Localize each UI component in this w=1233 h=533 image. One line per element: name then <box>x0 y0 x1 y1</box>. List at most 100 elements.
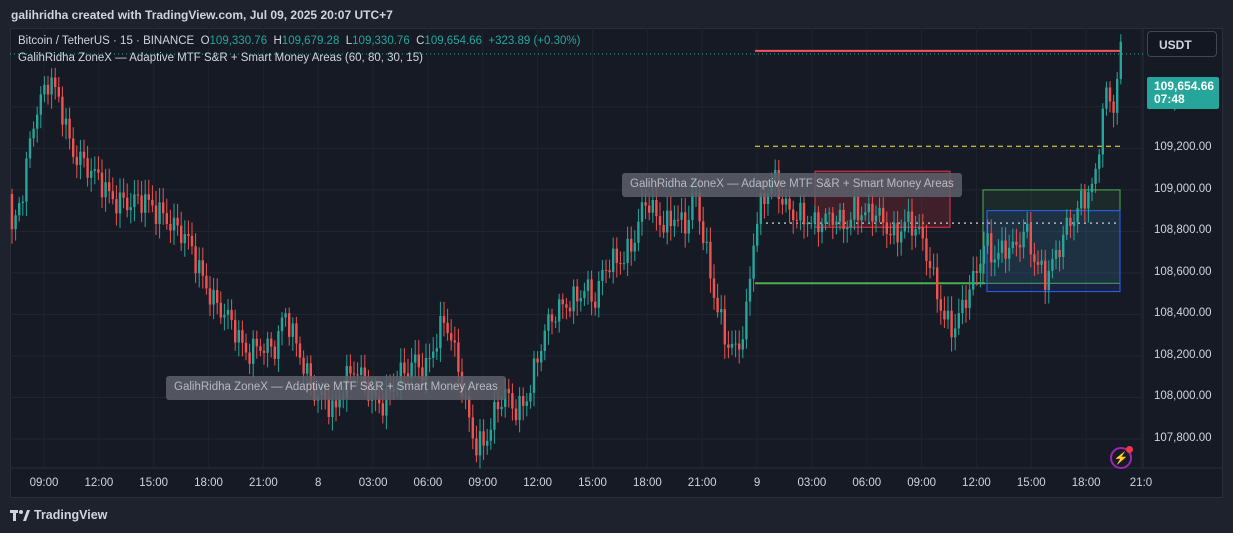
candle-up <box>14 215 17 230</box>
candle-up <box>838 209 842 222</box>
candle-down <box>61 96 64 125</box>
last-price-value: 109,654.66 <box>1154 79 1215 93</box>
candle-down <box>1058 250 1061 257</box>
candle-down <box>352 373 356 375</box>
candle-up <box>748 278 752 302</box>
currency-button[interactable]: USDT <box>1147 31 1217 57</box>
candle-down <box>936 267 939 300</box>
candle-up <box>1000 240 1004 253</box>
candle-up <box>385 388 388 416</box>
candle-up <box>360 367 363 376</box>
candle-up <box>1072 221 1076 226</box>
candle-down <box>10 194 14 230</box>
candle-down <box>356 374 359 376</box>
candle-up <box>968 289 971 309</box>
candle-down <box>147 194 150 200</box>
candle-up <box>133 194 136 208</box>
candle-up <box>846 227 849 230</box>
candle-down <box>788 198 791 210</box>
candle-up <box>280 317 284 332</box>
candle-down <box>273 346 276 359</box>
candle-down <box>594 301 597 308</box>
candle-down <box>1004 240 1007 259</box>
candle-up <box>223 314 226 318</box>
indicator-tooltip-upper: GalihRidha ZoneX — Adaptive MTF S&R + Sm… <box>622 173 962 197</box>
price-axis-label: 109,000.00 <box>1154 182 1212 195</box>
candle-down <box>295 323 298 344</box>
price-axis-label: 108,800.00 <box>1154 224 1212 237</box>
time-axis-label: 15:00 <box>1016 477 1046 489</box>
time-axis-label: 06:00 <box>413 477 443 489</box>
candle-up <box>820 223 824 233</box>
candle-up <box>691 192 694 221</box>
time-axis-label: 03:00 <box>797 477 827 489</box>
candle-down <box>910 211 914 236</box>
low-value: 109,330.76 <box>352 35 410 47</box>
open-value: 109,330.76 <box>209 35 268 47</box>
candle-up <box>277 331 280 359</box>
candle-up <box>331 400 334 418</box>
candle-down <box>421 367 424 382</box>
candle-down <box>698 192 701 222</box>
candle-down <box>658 216 662 225</box>
candle-up <box>993 259 996 263</box>
candle-up <box>583 290 586 299</box>
candle-down <box>302 357 305 374</box>
candle-up <box>752 245 755 279</box>
candle-up <box>90 170 93 178</box>
candle-down <box>669 210 672 227</box>
candle-down <box>122 192 125 198</box>
candle-up <box>626 238 629 264</box>
candle-down <box>507 388 510 394</box>
candle-up <box>914 228 917 236</box>
candle-down <box>950 310 953 338</box>
candle-down <box>565 304 568 308</box>
candle-up <box>493 401 496 430</box>
candle-up <box>540 350 543 363</box>
candle-down <box>363 367 366 383</box>
candle-up <box>21 201 24 203</box>
candle-up <box>766 193 770 205</box>
candle-down <box>403 362 406 374</box>
candle-down <box>140 195 143 213</box>
candle-up <box>1119 41 1122 79</box>
time-axis-label: 21:00 <box>249 477 278 489</box>
time-axis-label: 15:00 <box>578 477 607 489</box>
candle-down <box>442 316 446 323</box>
candle-up <box>1105 87 1108 109</box>
candle-down <box>536 358 539 363</box>
candle-down <box>259 346 262 351</box>
candle-up <box>1101 108 1104 155</box>
candle-down <box>453 340 456 343</box>
candle-up <box>673 219 676 227</box>
candle-up <box>226 309 230 315</box>
candle-up <box>720 309 723 313</box>
candle-down <box>471 417 474 439</box>
time-axis-label: 18:00 <box>1071 477 1101 489</box>
candle-up <box>1062 234 1065 257</box>
candle-up <box>986 233 989 246</box>
tradingview-logo-icon <box>10 510 30 521</box>
candle-down <box>1015 241 1018 245</box>
indicator-legend[interactable]: GalihRidha ZoneX — Adaptive MTF S&R + Sm… <box>18 52 423 64</box>
candle-up <box>651 200 654 213</box>
candle-up <box>586 279 590 291</box>
candle-down <box>709 241 712 279</box>
low-label: L <box>345 35 353 47</box>
footer-brand[interactable]: TradingView <box>10 508 107 522</box>
ohlc-legend: Bitcoin / TetherUS · 15 · BINANCE O109,3… <box>18 35 580 47</box>
lightning-icon[interactable]: ⚡ <box>1110 446 1133 469</box>
candle-down <box>568 307 572 312</box>
candle-down <box>46 84 50 95</box>
candle-up <box>1076 208 1079 222</box>
symbol-label[interactable]: Bitcoin / TetherUS · 15 · BINANCE <box>18 35 195 47</box>
candle-down <box>482 431 485 446</box>
candle-up <box>946 310 950 320</box>
candle-down <box>576 286 579 302</box>
candle-up <box>1098 154 1101 169</box>
candle-up <box>1040 260 1043 265</box>
candle-up <box>633 242 636 252</box>
candle-up <box>518 395 521 421</box>
candle-up <box>828 212 831 214</box>
